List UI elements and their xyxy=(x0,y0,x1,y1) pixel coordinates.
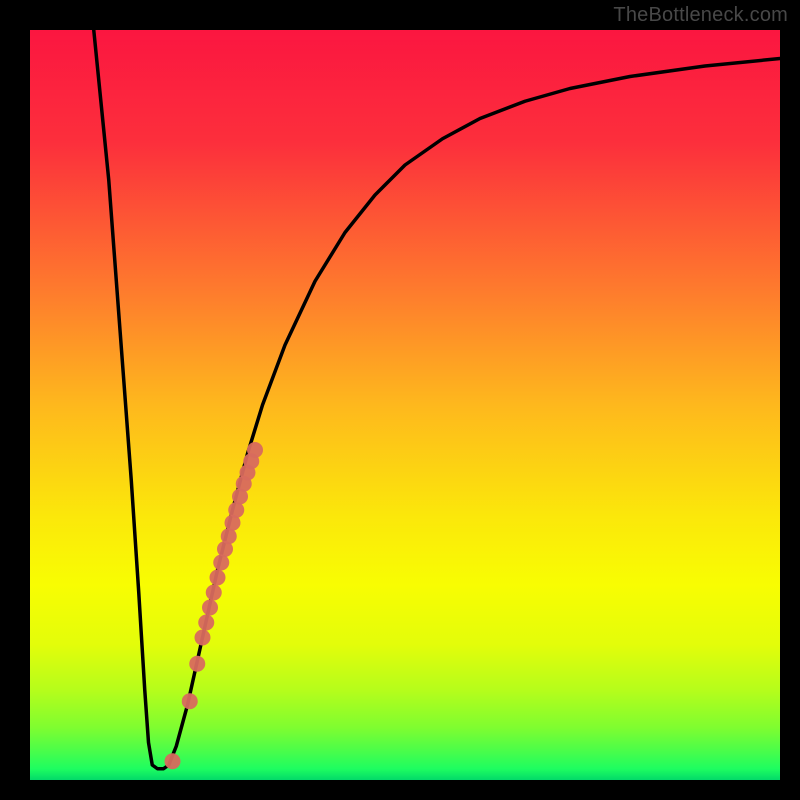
data-point xyxy=(189,656,205,672)
bottleneck-chart xyxy=(0,0,800,800)
data-point xyxy=(221,528,237,544)
watermark-text: TheBottleneck.com xyxy=(613,4,788,27)
data-point xyxy=(206,585,222,601)
data-point xyxy=(165,753,181,769)
data-point xyxy=(182,693,198,709)
data-point xyxy=(195,630,211,646)
data-point xyxy=(210,570,226,586)
data-point xyxy=(247,442,263,458)
data-point xyxy=(202,600,218,616)
data-point xyxy=(228,502,244,518)
chart-container: TheBottleneck.com xyxy=(0,0,800,800)
data-point xyxy=(213,555,229,571)
data-point xyxy=(198,615,214,631)
